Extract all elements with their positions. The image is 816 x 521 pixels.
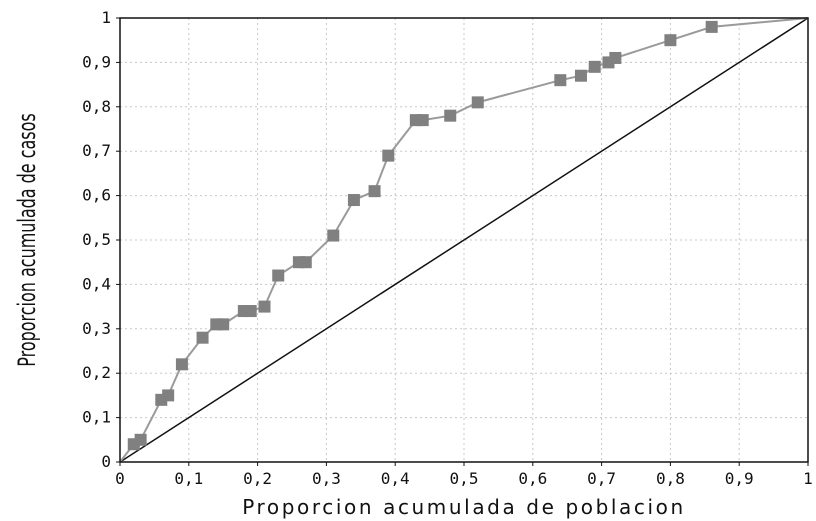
curve-point	[327, 229, 340, 242]
curve-point	[609, 51, 622, 64]
grid-lines	[120, 18, 808, 462]
reference-diagonal	[119, 17, 809, 463]
x-axis-title: Proporcion acumulada de poblacion	[242, 495, 686, 519]
curve-point	[554, 74, 567, 87]
y-axis-ticks: 0 0,1 0,2 0,3 0,4 0,5 0,6 0,7 0,8 0,9 1	[82, 8, 120, 471]
curve-point	[588, 60, 601, 73]
x-axis-ticks: 0 0,1 0,2 0,3 0,4 0,5 0,6 0,7 0,8 0,9 1	[115, 462, 813, 488]
y-tick-label: 0,5	[82, 230, 111, 249]
curve-point	[175, 358, 188, 371]
x-tick-label: 0,4	[381, 469, 410, 488]
curve-point	[134, 433, 147, 446]
y-tick-label: 0,7	[82, 141, 111, 160]
y-tick-label: 0,8	[82, 97, 111, 116]
curve-point	[162, 389, 175, 402]
curve-point	[705, 20, 718, 33]
curve-point	[574, 69, 587, 82]
diagonal-line	[119, 17, 809, 463]
curve-point	[382, 149, 395, 162]
x-tick-label: 0,7	[587, 469, 616, 488]
x-tick-label: 0	[115, 469, 125, 488]
x-tick-label: 0,8	[656, 469, 685, 488]
curve-point	[664, 34, 677, 47]
y-tick-label: 0,3	[82, 319, 111, 338]
curve-point	[471, 96, 484, 109]
y-tick-label: 0,1	[82, 408, 111, 427]
curve-point	[347, 194, 360, 207]
y-tick-label: 0,4	[82, 274, 111, 293]
curve-point	[244, 305, 257, 318]
curve-point	[299, 256, 312, 269]
x-tick-label: 0,3	[312, 469, 341, 488]
x-tick-label: 1	[803, 469, 813, 488]
x-tick-label: 0,1	[174, 469, 203, 488]
curve-point	[258, 300, 271, 313]
x-tick-label: 0,5	[450, 469, 479, 488]
curve-point	[416, 114, 429, 127]
x-tick-label: 0,9	[725, 469, 754, 488]
x-tick-label: 0,2	[243, 469, 272, 488]
curve-markers	[127, 20, 718, 451]
y-tick-label: 0,9	[82, 52, 111, 71]
curve-point	[217, 318, 230, 331]
curve-point	[368, 185, 381, 198]
curve-point	[272, 269, 285, 282]
y-tick-label: 0	[101, 452, 111, 471]
y-tick-label: 0,6	[82, 186, 111, 205]
y-axis-title: Proporcion acumulada de casos	[13, 113, 41, 366]
y-tick-label: 0,2	[82, 363, 111, 382]
y-tick-label: 1	[101, 8, 111, 27]
curve-point	[196, 331, 209, 344]
x-tick-label: 0,6	[518, 469, 547, 488]
curve-point	[444, 109, 457, 122]
